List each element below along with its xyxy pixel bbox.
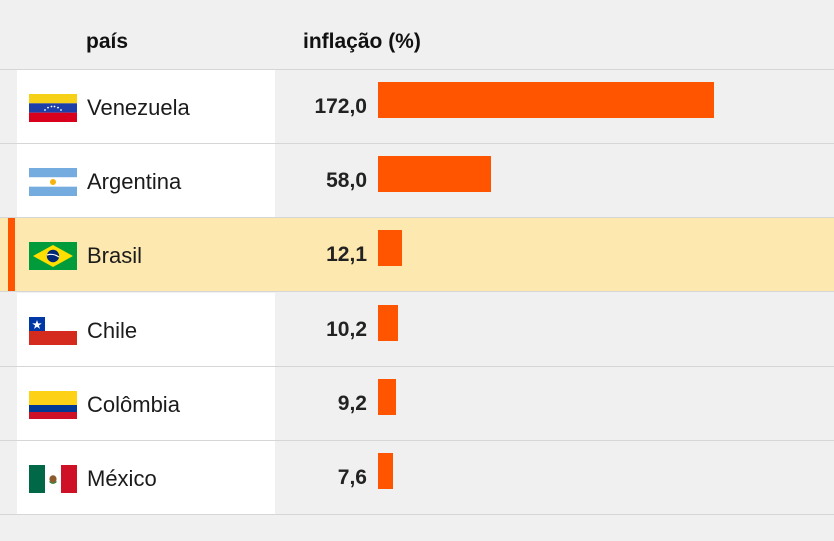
value-label: 58,0 (326, 169, 367, 193)
bar (378, 304, 398, 341)
bar (378, 378, 396, 415)
argentina-flag-icon (29, 168, 77, 197)
brazil-flag-icon (29, 242, 77, 271)
country-name: Colômbia (87, 391, 180, 417)
table-row: México 7,6 (0, 441, 834, 515)
colombia-flag-icon (29, 390, 77, 419)
country-column-header: país (86, 30, 129, 53)
value-label: 7,6 (337, 466, 367, 489)
table-header: país inflação (%) (0, 0, 834, 70)
inflation-column-header: inflação (%) (303, 30, 421, 53)
value-label: 12,1 (326, 243, 367, 267)
country-name: México (87, 466, 157, 491)
value-label: 172,0 (314, 95, 367, 118)
table-row: Colômbia 9,2 (0, 366, 834, 441)
country-name: Argentina (87, 169, 182, 195)
bar (378, 230, 402, 267)
table-row: Argentina 58,0 (0, 144, 834, 219)
table-row: Chile 10,2 (0, 292, 834, 367)
bar (378, 82, 714, 118)
country-name: Chile (87, 317, 138, 343)
country-name: Venezuela (87, 95, 190, 120)
table-row: Venezuela 172,0 (0, 70, 834, 144)
chile-flag-icon (29, 316, 77, 345)
value-label: 10,2 (326, 317, 367, 341)
value-label: 9,2 (337, 391, 367, 415)
table-row: Brasil 12,1 (0, 218, 834, 293)
highlight-accent (8, 218, 15, 292)
country-name: Brasil (87, 243, 143, 269)
bar (378, 453, 393, 489)
venezuela-flag-icon (29, 94, 77, 122)
mexico-flag-icon (29, 465, 77, 493)
bar (378, 156, 492, 193)
